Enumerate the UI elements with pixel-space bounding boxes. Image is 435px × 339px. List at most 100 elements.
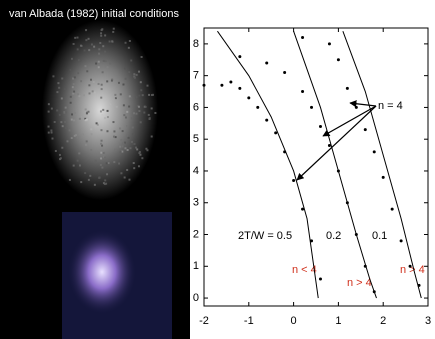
speckle-dot: [148, 117, 151, 120]
speckle-dot: [81, 133, 84, 136]
speckle-dot: [101, 166, 104, 169]
speckle-dot: [50, 129, 53, 132]
speckle-dot: [77, 59, 80, 62]
speckle-dot: [118, 162, 121, 165]
speckle-dot: [76, 48, 79, 51]
speckle-dot: [154, 111, 157, 114]
speckle-dot: [98, 52, 101, 55]
speckle-dot: [128, 95, 131, 98]
speckle-dot: [139, 81, 142, 84]
speckle-dot: [95, 122, 98, 125]
speckle-dot: [47, 125, 50, 128]
speckle-dot: [106, 130, 109, 133]
speckle-dot: [87, 178, 90, 181]
speckle-dot: [73, 76, 76, 79]
speckle-dot: [90, 43, 93, 46]
speckle-dot: [90, 149, 93, 152]
speckle-dot: [115, 105, 118, 108]
speckle-dot: [133, 73, 136, 76]
speckle-dot: [137, 70, 140, 73]
speckle-dot: [106, 66, 109, 69]
speckle-dot: [124, 147, 127, 150]
speckle-dot: [125, 134, 128, 137]
speckle-dot: [99, 163, 102, 166]
speckle-dot: [80, 44, 83, 47]
speckle-dot: [141, 94, 144, 97]
speckle-dot: [104, 156, 107, 159]
speckle-dot: [85, 29, 88, 32]
speckle-dot: [121, 145, 124, 148]
speckle-dot: [72, 83, 75, 86]
speckle-dot: [105, 162, 108, 165]
speckle-dot: [113, 130, 116, 133]
speckle-dot: [84, 172, 87, 175]
speckle-dot: [50, 131, 53, 134]
speckle-dot: [76, 93, 79, 96]
speckle-dot: [59, 158, 62, 161]
simulation-image: [42, 20, 158, 200]
speckle-dot: [52, 75, 55, 78]
speckle-dot: [150, 135, 153, 138]
speckle-dot: [100, 157, 103, 160]
speckle-dot: [100, 34, 103, 37]
speckle-dot: [109, 103, 112, 106]
speckle-dot: [135, 96, 138, 99]
annotation: n < 4: [292, 264, 317, 276]
speckle-dot: [102, 108, 105, 111]
speckle-dot: [65, 127, 68, 130]
speckle-dot: [104, 179, 107, 182]
speckle-dot: [100, 139, 103, 142]
x-tick-label: 1: [335, 315, 341, 327]
speckle-dot: [80, 80, 83, 83]
speckle-dot: [61, 125, 64, 128]
speckle-dot: [145, 147, 148, 150]
speckle-dot: [138, 94, 141, 97]
speckle-dot: [85, 140, 88, 143]
speckle-dot: [100, 32, 103, 35]
y-tick-label: 6: [193, 101, 199, 113]
speckle-dot: [105, 182, 108, 185]
data-point: [363, 264, 367, 268]
speckle-dot: [89, 78, 92, 81]
speckle-dot: [64, 88, 67, 91]
y-tick-label: 8: [193, 38, 199, 50]
speckle-dot: [131, 126, 134, 129]
speckle-dot: [84, 117, 87, 120]
speckle-dot: [113, 161, 116, 164]
data-point: [238, 55, 242, 59]
speckle-dot: [100, 29, 103, 32]
speckle-dot: [57, 82, 60, 85]
data-point: [202, 83, 206, 87]
speckle-dot: [147, 113, 150, 116]
speckle-dot: [112, 30, 115, 33]
data-point: [292, 179, 296, 183]
speckle-dot: [109, 62, 112, 65]
speckle-dot: [53, 121, 56, 124]
data-point: [229, 80, 233, 84]
speckle-dot: [68, 129, 71, 132]
data-point: [220, 83, 224, 87]
speckle-dot: [85, 39, 88, 42]
speckle-dot: [99, 110, 102, 113]
speckle-dot: [60, 97, 63, 100]
y-tick-label: 0: [193, 292, 199, 304]
speckle-dot: [100, 142, 103, 145]
speckle-dot: [100, 83, 103, 86]
speckle-dot: [47, 103, 50, 106]
speckle-dot: [77, 136, 80, 139]
speckle-dot: [72, 92, 75, 95]
speckle-dot: [135, 73, 138, 76]
speckle-dot: [140, 89, 143, 92]
speckle-dot: [85, 112, 88, 115]
data-point: [354, 105, 358, 109]
speckle-dot: [106, 80, 109, 83]
speckle-dot: [114, 136, 117, 139]
speckle-dot: [88, 92, 91, 95]
speckle-dot: [123, 141, 126, 144]
speckle-dot: [72, 77, 75, 80]
data-point: [381, 175, 385, 179]
panel-title: van Albada (1982) initial conditions: [9, 8, 180, 20]
speckle-dot: [64, 106, 67, 109]
speckle-dot: [80, 115, 83, 118]
speckle-dot: [95, 62, 98, 65]
